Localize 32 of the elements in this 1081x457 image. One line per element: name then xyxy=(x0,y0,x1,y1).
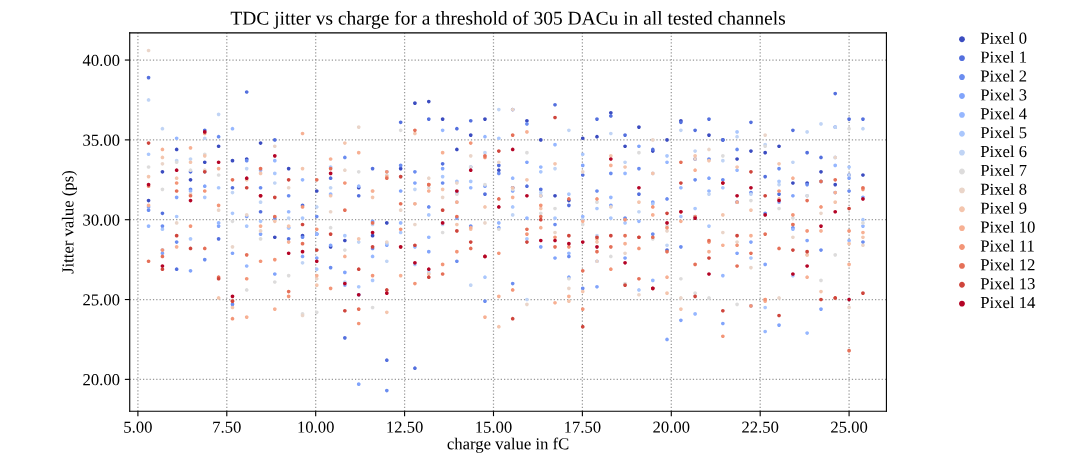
y-tick-label: 35.00 xyxy=(83,134,120,146)
y-axis-title: Jitter value (ps) xyxy=(61,171,77,274)
legend-label: Pixel 1 xyxy=(980,50,1027,63)
x-tick-label: 5.00 xyxy=(124,421,152,433)
x-tick-label: 10.00 xyxy=(298,421,334,433)
legend-label: Pixel 11 xyxy=(980,239,1034,252)
x-tick-label: 22.50 xyxy=(742,421,779,433)
y-tick-label: 30.00 xyxy=(83,214,120,226)
legend-label: Pixel 2 xyxy=(980,69,1027,82)
chart-title: TDC jitter vs charge for a threshold of 305 DACu in all tested channels xyxy=(230,10,786,29)
legend-label: Pixel 12 xyxy=(980,258,1035,271)
y-tick-label: 40.00 xyxy=(82,54,120,67)
legend-label: Pixel 4 xyxy=(980,107,1027,120)
y-tick-label: 25.00 xyxy=(83,294,120,306)
legend-label: Pixel 13 xyxy=(980,277,1035,290)
x-tick-label: 17.50 xyxy=(565,421,601,433)
x-tick-label: 20.00 xyxy=(653,421,690,433)
legend-label: Pixel 8 xyxy=(980,183,1027,195)
legend-label: Pixel 6 xyxy=(980,145,1027,158)
legend-label: Pixel 14 xyxy=(980,296,1036,309)
legend-label: Pixel 5 xyxy=(980,126,1027,139)
x-tick-label: 25.00 xyxy=(831,421,868,433)
x-tick-label: 12.50 xyxy=(387,421,423,433)
legend-label: Pixel 10 xyxy=(980,220,1035,233)
legend-label: Pixel 3 xyxy=(980,88,1027,101)
legend-label: Pixel 0 xyxy=(980,32,1027,44)
legend-label: Pixel 7 xyxy=(980,164,1027,177)
x-tick-label: 15.00 xyxy=(476,421,512,433)
x-tick-label: 7.50 xyxy=(213,421,241,433)
x-axis-title: charge value in fC xyxy=(447,437,569,453)
y-tick-label: 20.00 xyxy=(83,374,120,386)
legend-label: Pixel 9 xyxy=(980,202,1027,214)
